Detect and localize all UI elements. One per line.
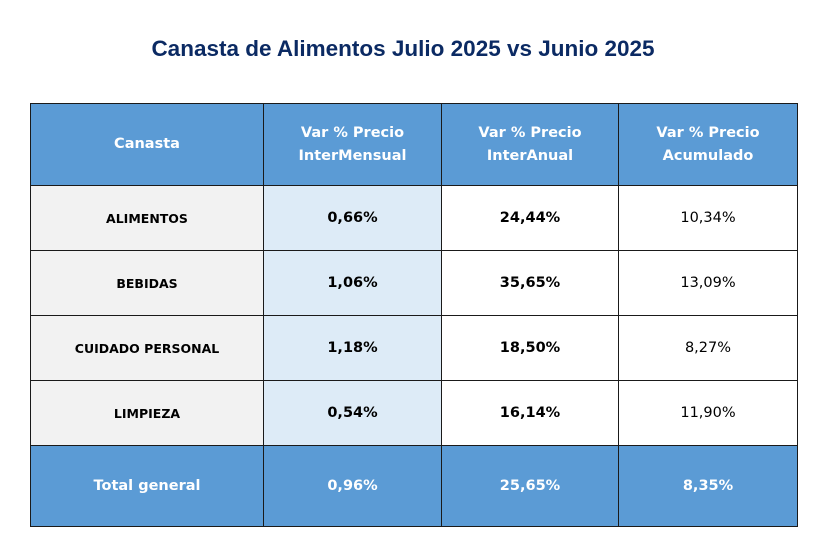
annual-variation: 16,14% bbox=[441, 380, 619, 446]
basket-name: LIMPIEZA bbox=[30, 380, 264, 446]
total-annual-variation: 25,65% bbox=[441, 445, 619, 527]
annual-variation: 24,44% bbox=[441, 185, 619, 251]
header-basket: Canasta bbox=[30, 103, 264, 186]
cumulative-variation: 10,34% bbox=[618, 185, 798, 251]
table-total-row: Total general 0,96% 25,65% 8,35% bbox=[30, 445, 798, 527]
header-basket-label: Canasta bbox=[114, 136, 180, 152]
table-header-row: Canasta Var % Precio InterMensual Var % … bbox=[30, 103, 798, 186]
header-cumulative-line1: Var % Precio bbox=[656, 124, 760, 141]
monthly-variation: 0,66% bbox=[263, 185, 442, 251]
header-annual: Var % Precio InterAnual bbox=[441, 103, 619, 186]
price-variation-table: Canasta Var % Precio InterMensual Var % … bbox=[30, 103, 798, 527]
basket-name: BEBIDAS bbox=[30, 250, 264, 316]
page-title: Canasta de Alimentos Julio 2025 vs Junio… bbox=[151, 36, 655, 61]
header-cumulative: Var % Precio Acumulado bbox=[618, 103, 798, 186]
cumulative-variation: 13,09% bbox=[618, 250, 798, 316]
header-monthly-line2: InterMensual bbox=[298, 147, 407, 164]
table-row: BEBIDAS 1,06% 35,65% 13,09% bbox=[30, 250, 798, 316]
cumulative-variation: 8,27% bbox=[618, 315, 798, 381]
total-label: Total general bbox=[30, 445, 264, 527]
header-monthly-line1: Var % Precio bbox=[300, 124, 405, 141]
monthly-variation: 0,54% bbox=[263, 380, 442, 446]
basket-name: ALIMENTOS bbox=[30, 185, 264, 251]
header-monthly: Var % Precio InterMensual bbox=[263, 103, 442, 186]
monthly-variation: 1,06% bbox=[263, 250, 442, 316]
header-annual-line2: InterAnual bbox=[486, 147, 574, 164]
header-cumulative-line2: Acumulado bbox=[662, 147, 754, 164]
total-cumulative-variation: 8,35% bbox=[618, 445, 798, 527]
annual-variation: 18,50% bbox=[441, 315, 619, 381]
table-row: ALIMENTOS 0,66% 24,44% 10,34% bbox=[30, 185, 798, 251]
basket-name: CUIDADO PERSONAL bbox=[30, 315, 264, 381]
table-row: LIMPIEZA 0,54% 16,14% 11,90% bbox=[30, 380, 798, 446]
cumulative-variation: 11,90% bbox=[618, 380, 798, 446]
header-annual-line1: Var % Precio bbox=[478, 124, 582, 141]
monthly-variation: 1,18% bbox=[263, 315, 442, 381]
annual-variation: 35,65% bbox=[441, 250, 619, 316]
total-monthly-variation: 0,96% bbox=[263, 445, 442, 527]
table-row: CUIDADO PERSONAL 1,18% 18,50% 8,27% bbox=[30, 315, 798, 381]
